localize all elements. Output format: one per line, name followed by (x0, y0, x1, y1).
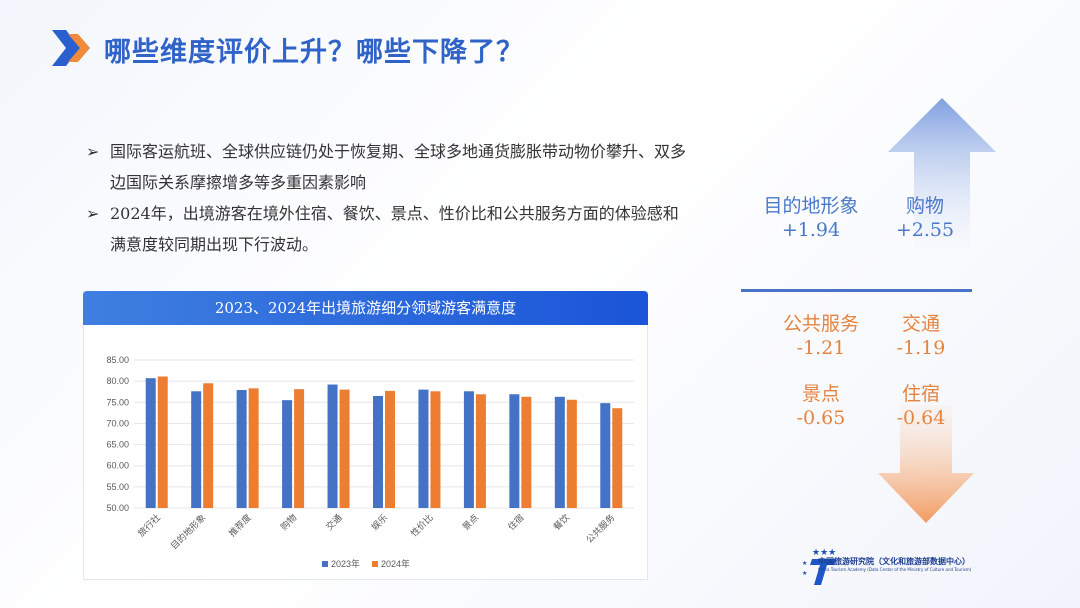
y-tick-label: 55.00 (106, 482, 129, 492)
bar-2023年 (509, 394, 520, 508)
academy-logo-icon: ★★★ ★ ★ (802, 547, 836, 585)
item-name: 公共服务 (782, 313, 859, 335)
bar-chart: 50.00 55.00 60.00 65.00 70.00 75.00 80.00 85.00… (106, 355, 634, 569)
bar-2024年 (339, 389, 350, 508)
item-name: 住宿 (901, 383, 940, 405)
x-tick-label: 景点 (461, 512, 481, 532)
item-delta: +1.94 (781, 219, 841, 241)
bar-2024年 (475, 394, 486, 508)
down-item: 公共服务 -1.21 (768, 312, 874, 360)
page-title: 哪些维度评价上升？哪些下降了？ (104, 37, 524, 68)
legend-swatch (372, 561, 378, 567)
x-tick-label: 住宿 (505, 512, 526, 533)
x-tick-label: 交通 (323, 512, 344, 533)
y-tick-label: 50.00 (106, 503, 129, 513)
bar-2023年 (236, 390, 247, 508)
down-arrow-icon (878, 405, 974, 523)
bar-2024年 (612, 408, 623, 508)
item-delta: -1.19 (896, 337, 946, 359)
x-tick-label: 购物 (278, 512, 299, 533)
y-tick-label: 65.00 (106, 440, 129, 450)
item-delta: +2.55 (895, 219, 955, 241)
bar-2023年 (191, 391, 202, 508)
x-tick-label: 性价比 (408, 512, 435, 539)
x-tick-label: 旅行社 (135, 512, 162, 539)
svg-text:★: ★ (802, 570, 807, 577)
bar-2023年 (282, 400, 293, 508)
bar-2023年 (554, 396, 565, 508)
bar-2023年 (145, 378, 156, 508)
bar-2024年 (385, 390, 395, 508)
y-tick-label: 70.00 (106, 418, 129, 428)
down-item: 景点 -0.65 (768, 382, 874, 430)
bullet-list: ➢ 国际客运航班、全球供应链仍处于恢复期、全球多地通货膨胀带动物价攀升、双多边国际… (86, 136, 686, 260)
bullet-text: 2024年，出境游客在境外住宿、餐饮、景点、性价比和公共服务方面的体验感和满意度… (110, 204, 679, 254)
arrow-marker-icon: ➢ (86, 204, 100, 223)
bar-2023年 (463, 391, 474, 508)
legend-label: 2023年 (331, 558, 360, 569)
bar-2024年 (294, 389, 305, 508)
up-item: 目的地形象 +1.94 (754, 194, 868, 242)
bar-2023年 (327, 384, 338, 508)
item-delta: -1.21 (796, 337, 846, 359)
svg-text:★★★: ★★★ (812, 547, 836, 557)
bullet-item: ➢ 国际客运航班、全球供应链仍处于恢复期、全球多地通货膨胀带动物价攀升、双多边国际… (86, 136, 686, 198)
org-name-en: China Tourism Academy (Data Center of th… (818, 567, 972, 572)
y-tick-label: 60.00 (106, 461, 129, 471)
item-name: 景点 (801, 383, 840, 405)
x-tick-label: 餐饮 (551, 512, 572, 533)
item-name: 购物 (905, 195, 944, 217)
bar-2023年 (418, 389, 429, 508)
svg-text:★: ★ (802, 560, 807, 567)
x-tick-label: 目的地形象 (168, 512, 208, 552)
bar-2023年 (600, 403, 611, 508)
legend-label: 2024年 (381, 558, 410, 569)
x-tick-label: 公共服务 (583, 512, 616, 545)
arrow-marker-icon: ➢ (86, 142, 100, 161)
y-tick-label: 85.00 (106, 355, 129, 365)
y-tick-label: 75.00 (106, 397, 129, 407)
legend-swatch (322, 561, 328, 567)
down-item: 住宿 -0.64 (876, 382, 966, 430)
down-item: 交通 -1.19 (876, 312, 966, 360)
bar-2023年 (373, 395, 383, 508)
item-name: 目的地形象 (763, 195, 859, 217)
up-arrow-icon (888, 98, 996, 248)
x-tick-label: 娱乐 (369, 512, 390, 533)
bar-2024年 (248, 388, 259, 508)
x-tick-label: 推荐度 (226, 512, 253, 539)
bar-2024年 (157, 376, 168, 508)
divider (741, 289, 972, 292)
bullet-text: 国际客运航班、全球供应链仍处于恢复期、全球多地通货膨胀带动物价攀升、双多边国际关… (110, 142, 687, 192)
chart-card: 2023、2024年出境旅游细分领域游客满意度 50.00 55.00 60.00 6… (83, 291, 648, 580)
bullet-item: ➢ 2024年，出境游客在境外住宿、餐饮、景点、性价比和公共服务方面的体验感和满意… (86, 198, 686, 260)
bar-2024年 (203, 383, 214, 508)
up-item: 购物 +2.55 (880, 194, 970, 242)
item-delta: -0.64 (896, 407, 946, 429)
chart-title: 2023、2024年出境旅游细分领域游客满意度 (83, 291, 648, 325)
chevron-logo-icon (52, 30, 90, 66)
bar-2024年 (521, 396, 532, 508)
bar-2024年 (430, 391, 441, 508)
bar-2024年 (566, 399, 577, 508)
organization-name: 中国旅游研究院（文化和旅游部数据中心） China Tourism Academ… (818, 556, 971, 572)
item-delta: -0.65 (796, 407, 846, 429)
y-tick-label: 80.00 (106, 376, 129, 386)
org-name-cn: 中国旅游研究院（文化和旅游部数据中心） (818, 557, 970, 566)
item-name: 交通 (901, 313, 940, 335)
